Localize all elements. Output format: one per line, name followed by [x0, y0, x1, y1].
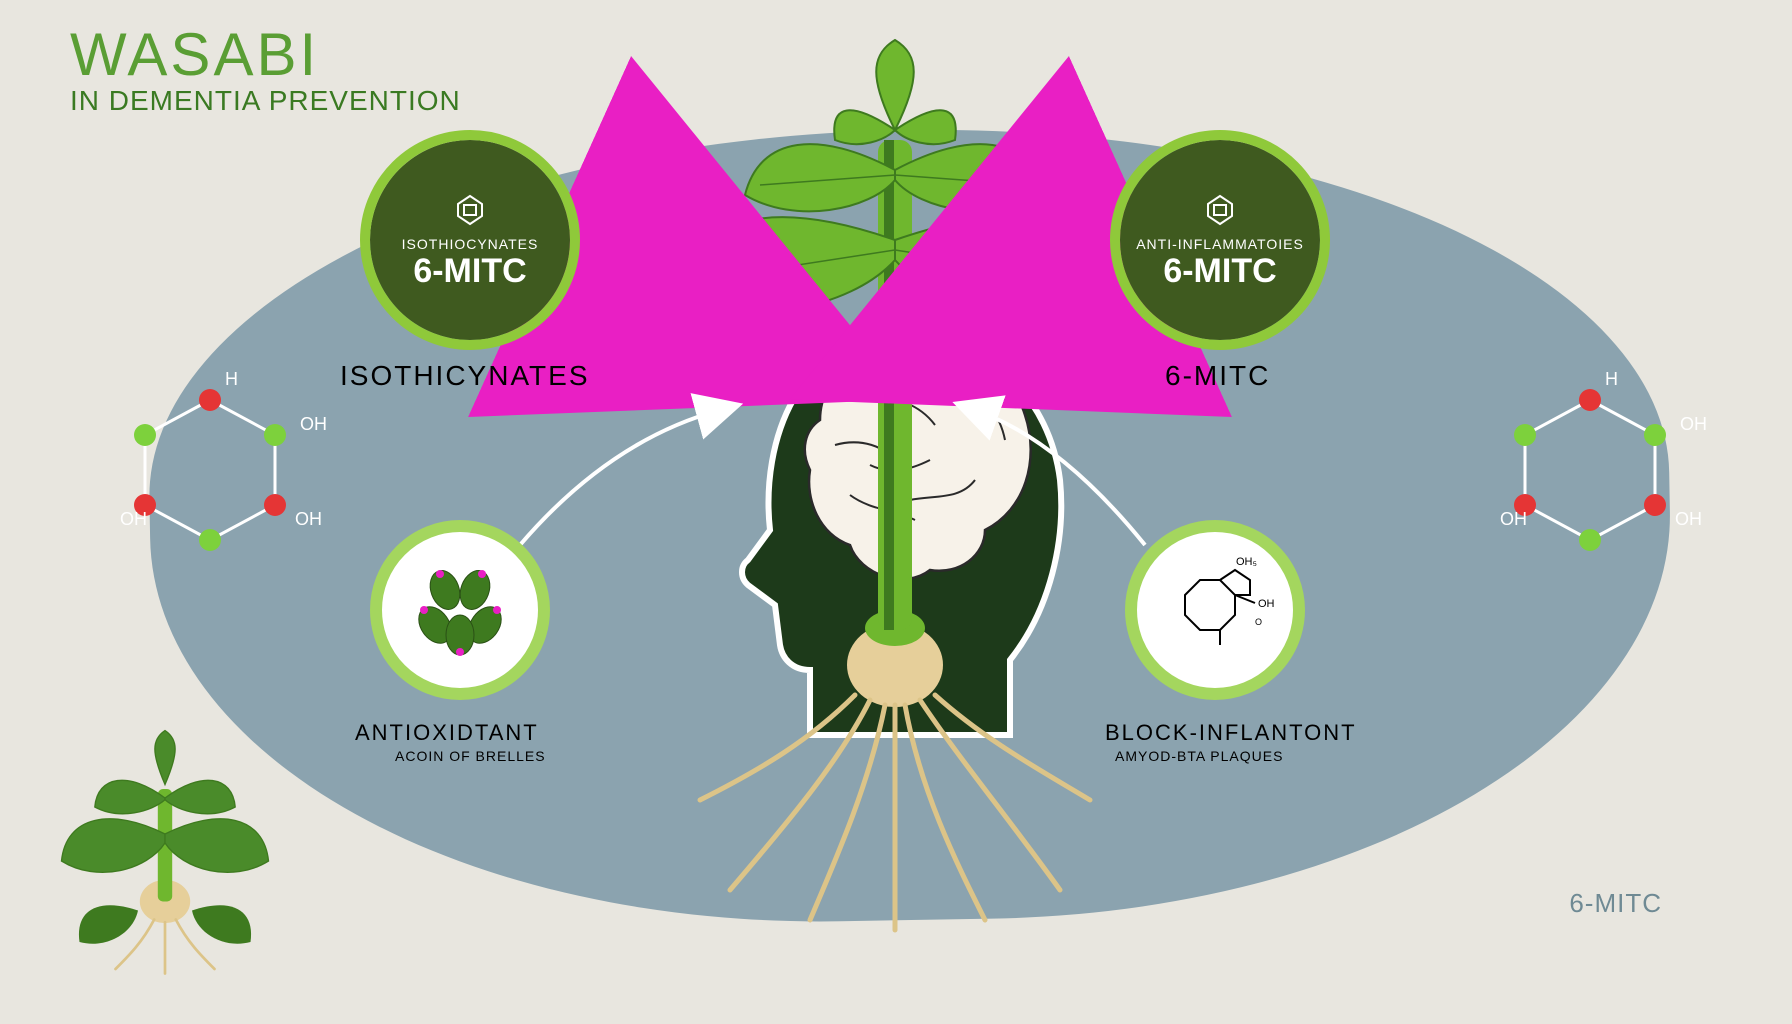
medallion-label-left: ANTIOXIDTANT — [355, 720, 539, 746]
title-main: WASABI — [70, 20, 461, 89]
svg-text:O: O — [1255, 617, 1262, 627]
badge-ring-icon — [1110, 130, 1330, 350]
title-sub: IN DEMENTIA PREVENTION — [70, 85, 461, 117]
badge-top-left: ISOTHIOCYNATES 6-MITC — [370, 140, 570, 340]
chemical-structure-icon: OH₅ OH O — [1150, 545, 1280, 675]
badge-ring-icon — [360, 130, 580, 350]
sprouts-icon — [400, 550, 520, 670]
badge-label-left: ISOTHICYNATES — [340, 360, 590, 392]
medallion-sublabel-left: ACOIN OF BRELLES — [395, 748, 546, 764]
svg-text:OH₅: OH₅ — [1236, 556, 1257, 568]
infographic-canvas: WASABI IN DEMENTIA PREVENTION HOHOHOH HO… — [0, 0, 1792, 1024]
svg-text:OH: OH — [1258, 598, 1275, 610]
badge-top-right: ANTI-INFLAMMATOIES 6-MITC — [1120, 140, 1320, 340]
medallion-bottom-right: OH₅ OH O — [1125, 520, 1305, 700]
medallion-label-right: BLOCK-INFLANTONT — [1105, 720, 1357, 746]
medallion-bottom-left — [370, 520, 550, 700]
medallion-sublabel-right: AMYOD-BTA PLAQUES — [1115, 748, 1283, 764]
watermark-text: 6-MITC — [1569, 888, 1662, 919]
title-block: WASABI IN DEMENTIA PREVENTION — [70, 20, 461, 117]
badge-label-right: 6-MITC — [1165, 360, 1270, 392]
